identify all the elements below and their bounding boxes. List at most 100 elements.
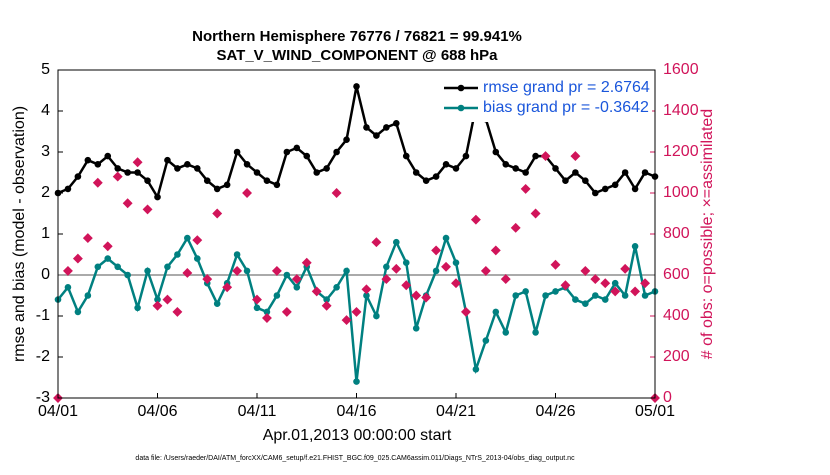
point: [452, 259, 460, 267]
point: [94, 263, 102, 271]
point: [273, 292, 281, 299]
point: [271, 265, 282, 276]
y-tick-label: 5: [41, 61, 50, 78]
point: [194, 255, 201, 262]
point: [592, 292, 599, 299]
point: [202, 274, 213, 285]
point: [243, 161, 251, 168]
point: [162, 294, 173, 305]
point: [402, 152, 410, 160]
point: [472, 366, 480, 373]
x-tick-label: 04/26: [535, 403, 575, 420]
point: [184, 161, 191, 168]
x-tick-label: 04/16: [336, 403, 376, 420]
point: [383, 124, 390, 131]
point: [522, 169, 529, 176]
y-tick-label: -2: [36, 348, 50, 365]
point: [313, 169, 321, 176]
point: [263, 308, 271, 316]
point: [112, 171, 123, 182]
point: [134, 169, 141, 176]
point: [431, 245, 442, 256]
point: [621, 169, 629, 176]
point: [243, 267, 251, 275]
point: [104, 255, 112, 262]
y2-axis-label: # of obs: o=possible; ×=assimilated: [699, 109, 716, 359]
point: [144, 177, 151, 184]
legend-label: rmse grand pr = 2.6764: [483, 79, 650, 96]
point: [212, 208, 223, 219]
point: [391, 263, 402, 274]
point: [641, 292, 649, 299]
point: [620, 263, 631, 274]
point: [64, 284, 72, 291]
point: [291, 274, 302, 285]
point: [293, 284, 301, 291]
point: [402, 259, 410, 267]
point: [373, 132, 380, 139]
point: [233, 251, 241, 258]
point: [371, 237, 382, 248]
point: [301, 257, 312, 268]
point: [351, 306, 362, 317]
point: [412, 169, 420, 176]
y2-tick-label: 1200: [663, 143, 699, 160]
point: [262, 313, 272, 323]
point: [182, 268, 193, 278]
point: [104, 152, 112, 160]
point: [92, 177, 103, 188]
point: [361, 284, 372, 295]
point: [552, 288, 559, 295]
point: [134, 304, 141, 312]
point: [232, 265, 243, 276]
point: [242, 188, 252, 198]
point: [590, 274, 601, 285]
point: [490, 245, 501, 256]
point: [572, 169, 579, 176]
x-tick-label: 04/06: [137, 403, 177, 420]
point: [213, 185, 221, 193]
x-tick-label: 04/11: [238, 403, 277, 420]
point: [82, 233, 93, 244]
point: [363, 124, 370, 131]
point: [601, 296, 609, 303]
point: [321, 300, 332, 311]
point: [461, 306, 471, 317]
point: [281, 306, 292, 317]
point: [630, 286, 641, 297]
point: [432, 173, 440, 180]
point: [122, 198, 133, 209]
point: [383, 263, 390, 271]
point: [333, 148, 340, 156]
point: [522, 288, 529, 295]
point: [562, 177, 569, 184]
point: [480, 265, 491, 276]
x-tick-label: 05/01: [635, 403, 675, 420]
point: [393, 120, 400, 127]
legend-label: bias grand pr = -0.3642: [483, 99, 649, 116]
point: [502, 161, 510, 168]
y-tick-label: 2: [41, 184, 50, 201]
point: [482, 337, 490, 344]
point: [102, 241, 113, 252]
point: [411, 290, 422, 301]
point: [381, 274, 392, 285]
point: [273, 181, 281, 189]
point: [341, 315, 352, 326]
point: [610, 286, 621, 297]
point: [323, 165, 330, 172]
point: [552, 165, 559, 172]
point: [631, 185, 639, 193]
point: [432, 267, 440, 275]
point: [124, 169, 131, 176]
point: [94, 161, 102, 168]
point: [512, 292, 519, 299]
point: [174, 251, 181, 258]
point: [252, 294, 262, 305]
point: [520, 183, 531, 194]
y2-tick-label: 0: [663, 389, 672, 406]
y2-tick-label: 400: [663, 307, 690, 324]
legend-marker: [457, 104, 465, 112]
point: [621, 292, 629, 299]
